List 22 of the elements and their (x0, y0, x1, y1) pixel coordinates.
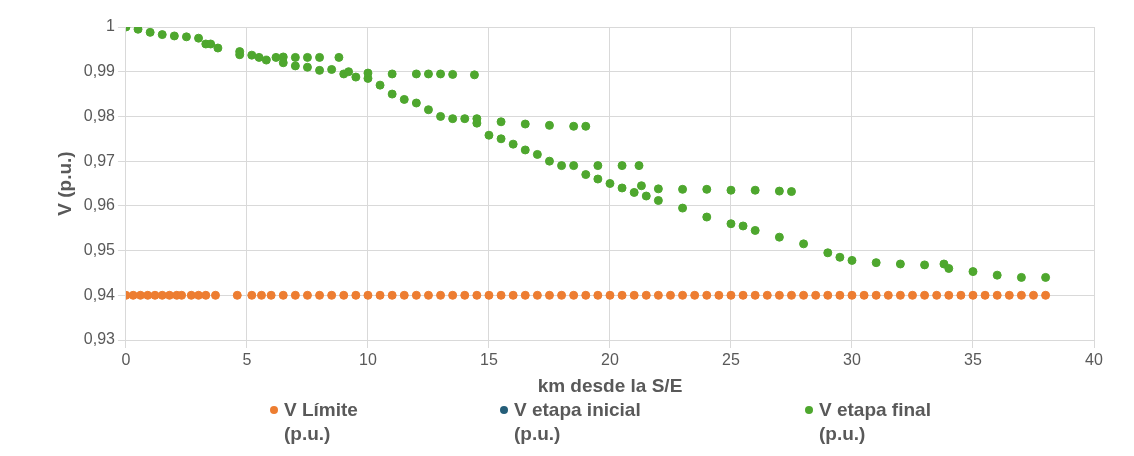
x-tick-label: 5 (242, 351, 252, 369)
y-tick-label: 0,98 (83, 106, 116, 124)
legend-label: V etapa final (p.u.) (819, 398, 932, 446)
x-tick-label: 20 (601, 351, 619, 369)
x-tick-label: 0 (121, 351, 131, 369)
legend-label: V etapa inicial (p.u.) (514, 398, 642, 446)
x-axis-title: km desde la S/E (537, 374, 683, 396)
x-tick-label: 40 (1085, 351, 1103, 369)
y-tick-label: 0,99 (83, 62, 116, 80)
y-tick-label: 0,96 (83, 196, 116, 214)
y-tick-label: 0,93 (83, 330, 116, 348)
x-tick-label: 10 (359, 351, 377, 369)
legend-label: V Límite (p.u.) (284, 398, 359, 446)
y-tick-label: 0,95 (83, 240, 116, 258)
x-tick-label: 25 (722, 351, 740, 369)
y-tick-label: 0,94 (83, 285, 116, 303)
y-tick-label: 0,97 (83, 151, 116, 169)
x-tick-label: 30 (843, 351, 861, 369)
x-tick-label: 15 (480, 351, 498, 369)
y-axis-title: V (p.u.) (53, 151, 75, 216)
x-tick-label: 35 (964, 351, 982, 369)
y-tick-label: 1 (106, 17, 116, 35)
